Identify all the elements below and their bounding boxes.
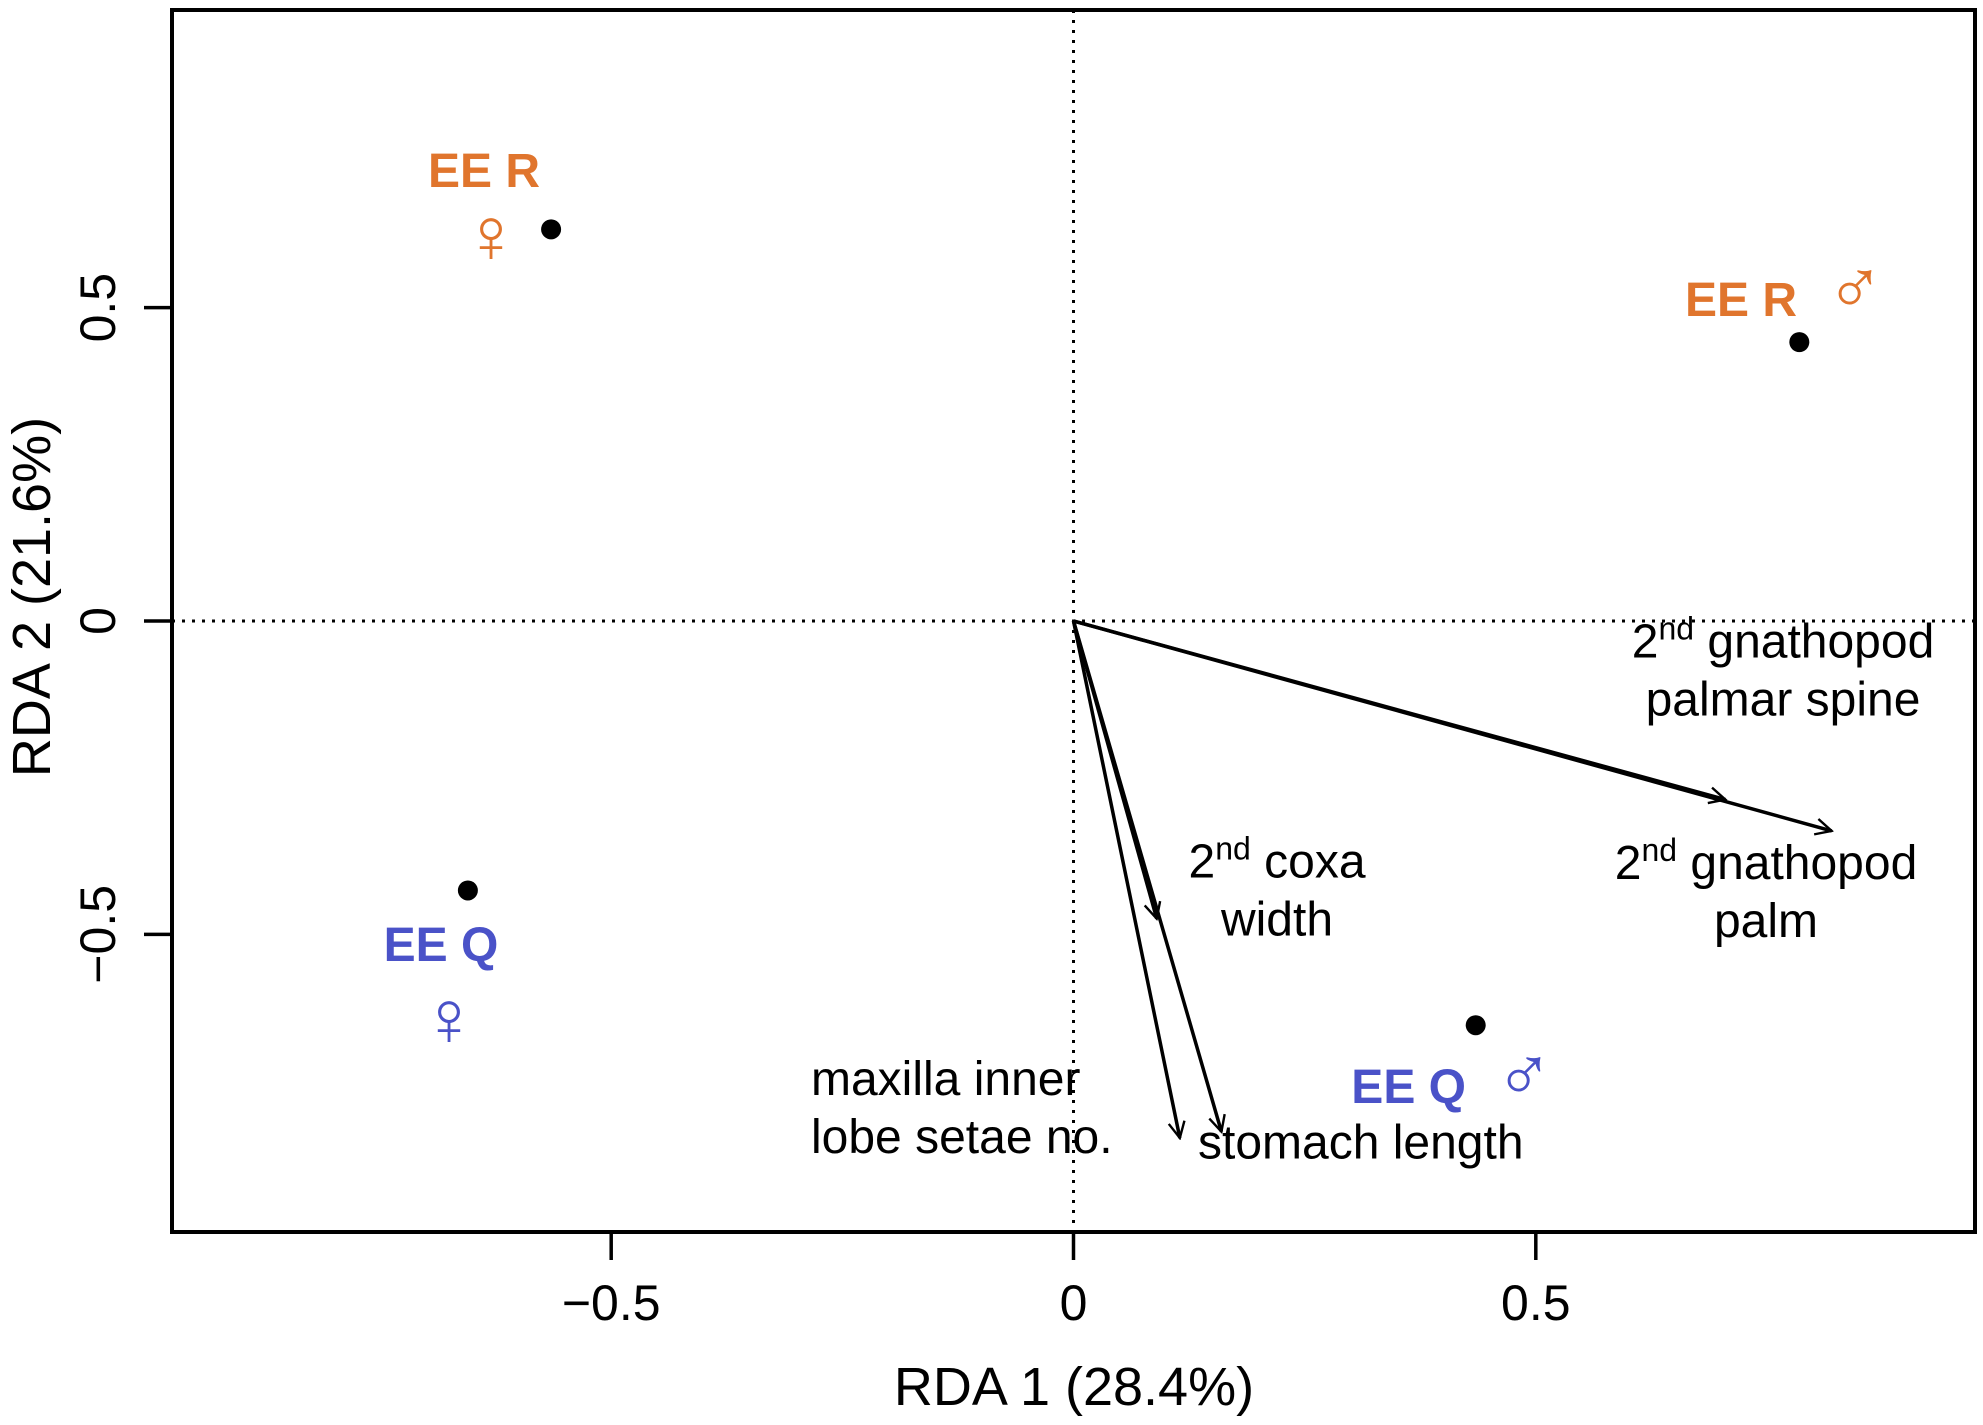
data-point bbox=[541, 219, 562, 240]
loading-arrow bbox=[1071, 620, 1180, 1138]
arrow-label: maxilla inner lobe setae no. bbox=[811, 1053, 1113, 1164]
x-tick-label: −0.5 bbox=[562, 1275, 661, 1331]
data-point bbox=[457, 880, 478, 901]
arrow-label: 2nd gnathopod palm bbox=[1615, 832, 1918, 948]
loading-arrow bbox=[1071, 620, 1222, 1132]
male-symbol-icon: ♂ bbox=[1495, 1027, 1554, 1115]
x-axis-title: RDA 1 (28.4%) bbox=[894, 1357, 1254, 1417]
y-tick-label: 0 bbox=[70, 607, 126, 635]
group-label: EE R bbox=[1685, 274, 1797, 327]
data-point bbox=[1465, 1015, 1486, 1036]
female-symbol-icon: ♀ bbox=[420, 974, 479, 1062]
y-tick-label: −0.5 bbox=[70, 885, 126, 984]
group-label: EE Q bbox=[1351, 1061, 1466, 1114]
loading-arrow bbox=[1073, 619, 1832, 831]
y-axis-title: RDA 2 (21.6%) bbox=[2, 417, 62, 777]
female-symbol-icon: ♀ bbox=[462, 191, 521, 279]
y-tick-label: 0.5 bbox=[70, 273, 126, 343]
arrow-label: stomach length bbox=[1198, 1117, 1524, 1170]
x-tick-label: 0.5 bbox=[1501, 1275, 1571, 1331]
data-point bbox=[1789, 332, 1810, 353]
male-symbol-icon: ♂ bbox=[1826, 240, 1885, 328]
group-label: EE Q bbox=[384, 919, 499, 972]
x-tick-label: 0 bbox=[1060, 1275, 1088, 1331]
arrow-label: 2nd gnathopod palmar spine bbox=[1632, 611, 1935, 727]
arrow-label: 2nd coxa width bbox=[1188, 831, 1365, 947]
group-label: EE R bbox=[428, 145, 540, 198]
